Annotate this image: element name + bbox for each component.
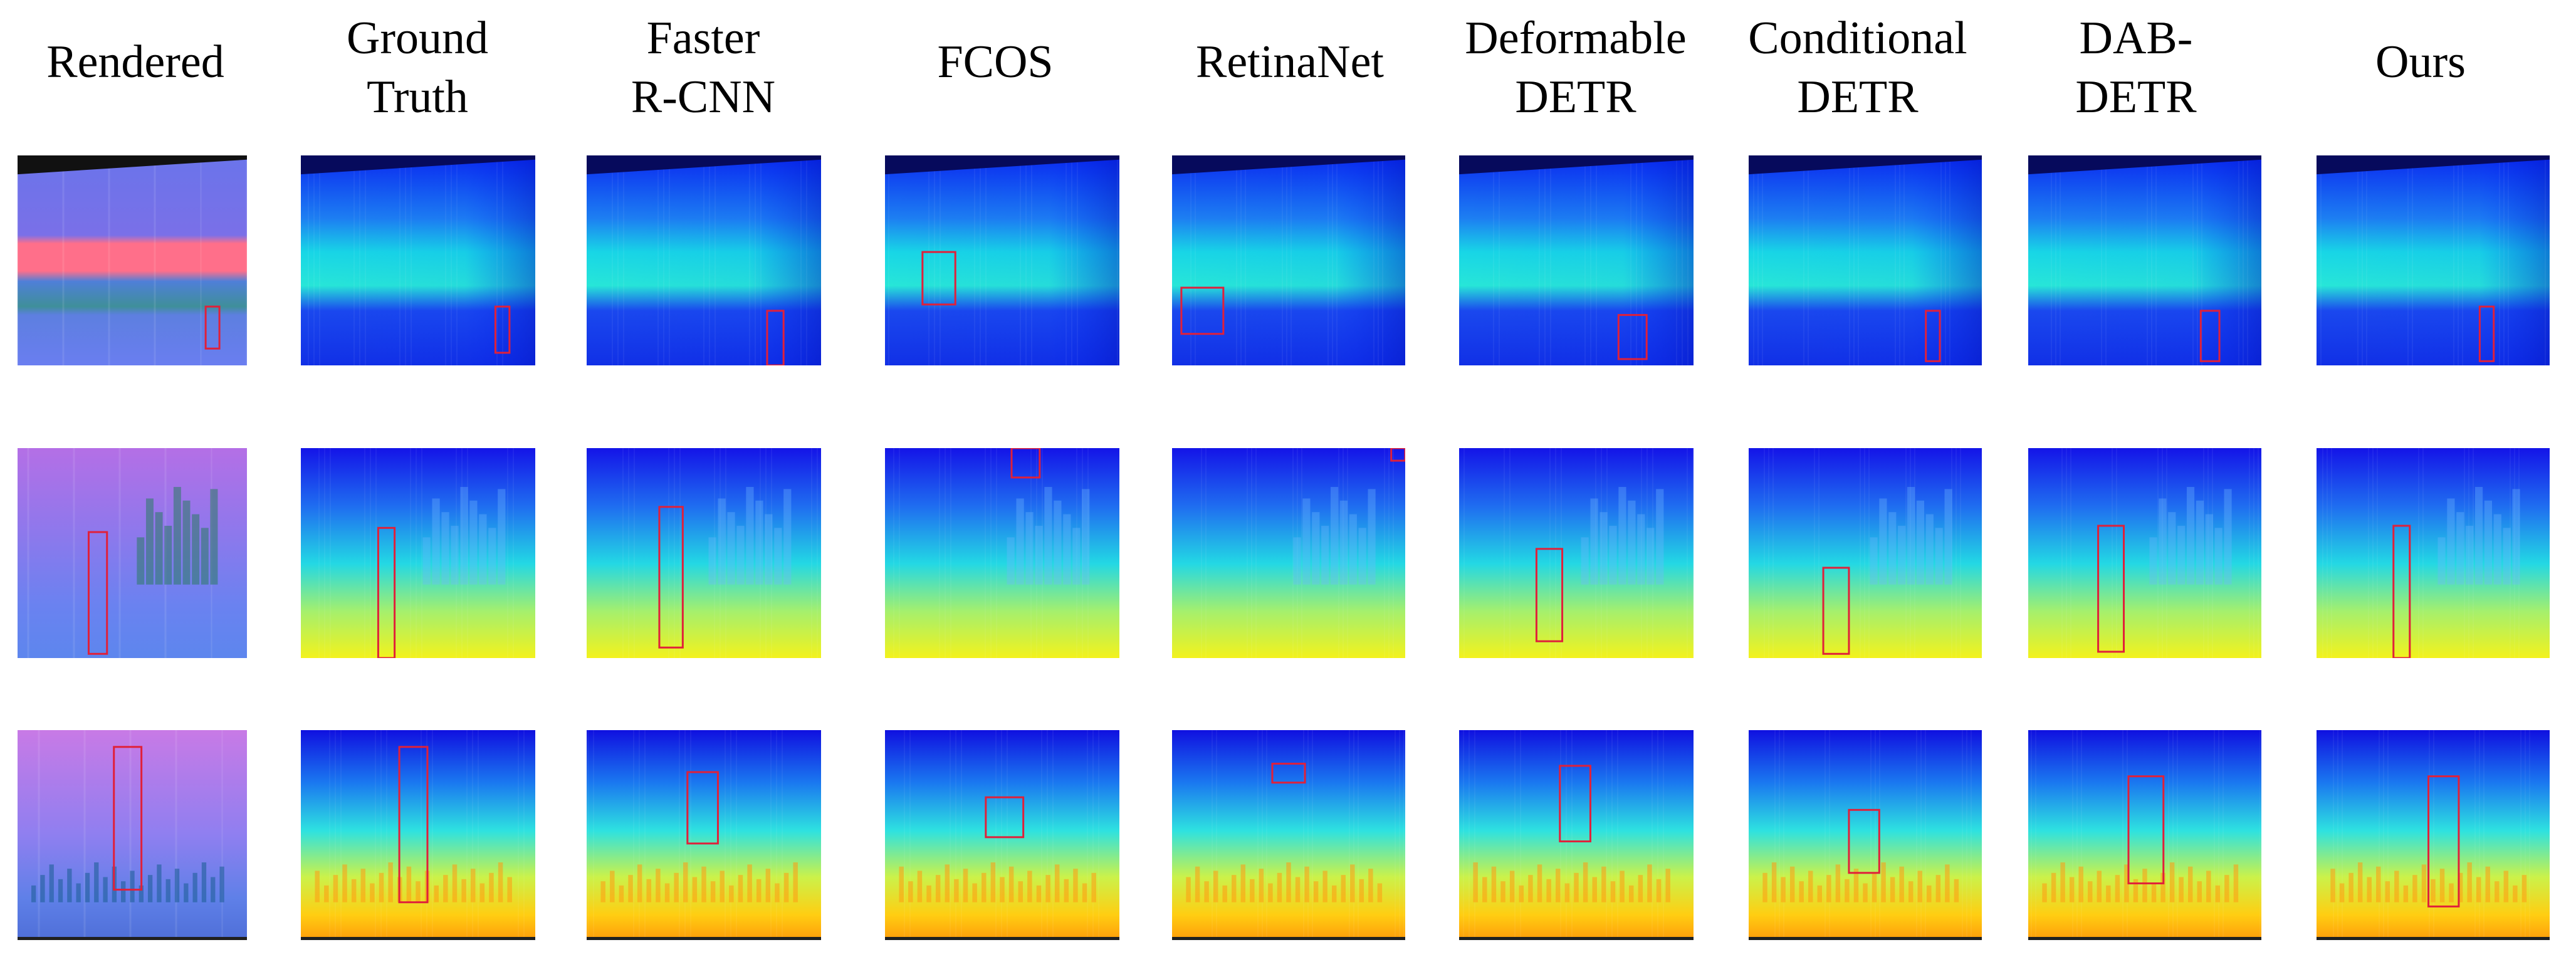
panel-row3-faster-rcnn — [587, 730, 821, 940]
header-rendered: Rendered — [46, 36, 224, 88]
panel-row3-retinanet — [1172, 730, 1405, 940]
detection-box-row3-rendered — [113, 746, 143, 891]
detection-box-row1-dab-detr — [2199, 310, 2221, 362]
detection-box-row2-faster-rcnn — [658, 506, 684, 649]
detection-box-row1-ground-truth — [494, 305, 511, 354]
panel-row1-deformable-detr — [1459, 155, 1694, 365]
detection-box-row3-retinanet — [1271, 763, 1306, 784]
detection-box-row2-conditional-detr — [1822, 567, 1850, 655]
detection-box-row3-faster-rcnn — [686, 771, 719, 845]
panel-row2-ground-truth — [301, 448, 535, 658]
detection-box-row2-fcos — [1010, 448, 1041, 479]
panel-row3-rendered — [18, 730, 247, 940]
detection-box-row3-deformable-detr — [1559, 765, 1591, 843]
panel-row1-fcos — [885, 155, 1119, 365]
detection-box-row2-ours — [2392, 525, 2411, 658]
panel-row2-deformable-detr — [1459, 448, 1694, 658]
header-dab-detr: DAB- DETR — [2075, 13, 2197, 123]
detection-box-row3-ours — [2427, 775, 2460, 907]
panel-row1-dab-detr — [2028, 155, 2261, 365]
detection-box-row1-fcos — [921, 251, 956, 306]
header-deformable-detr: Deformable DETR — [1465, 13, 1687, 123]
panel-row3-ours — [2317, 730, 2550, 940]
detection-box-row1-deformable-detr — [1617, 314, 1648, 360]
detection-box-row2-deformable-detr — [1535, 548, 1564, 642]
panel-row2-dab-detr — [2028, 448, 2261, 658]
detection-box-row3-ground-truth — [398, 746, 429, 904]
panel-row2-conditional-detr — [1749, 448, 1982, 658]
panel-row1-faster-rcnn — [587, 155, 821, 365]
panel-row2-fcos — [885, 448, 1119, 658]
panel-row1-ground-truth — [301, 155, 535, 365]
panel-row3-ground-truth — [301, 730, 535, 940]
header-ground-truth: Ground Truth — [346, 13, 489, 123]
detection-box-row1-rendered — [204, 305, 221, 350]
detection-box-row3-fcos — [985, 796, 1025, 839]
panel-row2-rendered — [18, 448, 247, 658]
header-faster-rcnn: Faster R-CNN — [631, 13, 776, 123]
panel-row2-ours — [2317, 448, 2550, 658]
header-fcos: FCOS — [937, 36, 1054, 88]
detection-box-row2-rendered — [87, 531, 108, 655]
panel-row3-dab-detr — [2028, 730, 2261, 940]
detection-box-row2-dab-detr — [2097, 525, 2125, 653]
panel-row3-fcos — [885, 730, 1119, 940]
panel-row1-conditional-detr — [1749, 155, 1982, 365]
detection-box-row1-retinanet — [1180, 286, 1225, 335]
panel-row3-deformable-detr — [1459, 730, 1694, 940]
header-conditional-detr: Conditional DETR — [1748, 13, 1967, 123]
detection-box-row1-conditional-detr — [1925, 310, 1941, 362]
detection-box-row3-conditional-detr — [1848, 808, 1880, 874]
panel-row2-faster-rcnn — [587, 448, 821, 658]
panel-row3-conditional-detr — [1749, 730, 1982, 940]
panel-row2-retinanet — [1172, 448, 1405, 658]
header-retinanet: RetinaNet — [1195, 36, 1384, 88]
detection-box-row1-ours — [2478, 305, 2495, 362]
panel-row1-rendered — [18, 155, 247, 365]
panel-row1-retinanet — [1172, 155, 1405, 365]
panel-row1-ours — [2317, 155, 2550, 365]
detection-box-row2-ground-truth — [377, 526, 396, 658]
detection-box-row3-dab-detr — [2127, 775, 2165, 885]
header-ours: Ours — [2375, 36, 2466, 88]
